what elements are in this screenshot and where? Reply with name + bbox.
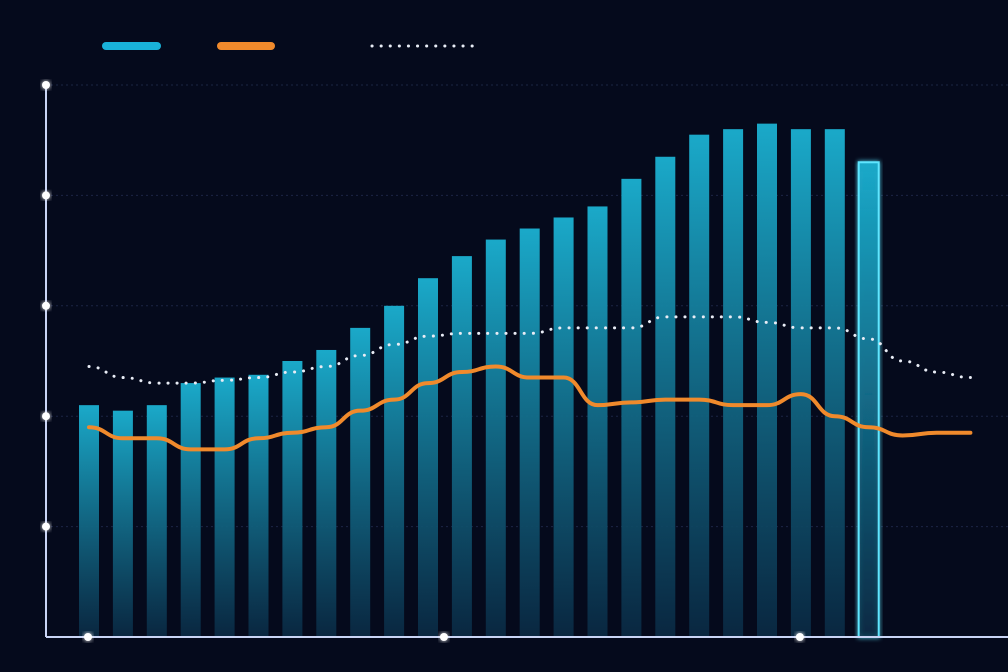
bar-5 bbox=[248, 374, 269, 637]
bar-18 bbox=[689, 134, 710, 637]
line-series bbox=[87, 364, 973, 452]
bar-22 bbox=[824, 129, 845, 637]
axes bbox=[42, 81, 1008, 641]
orange-line bbox=[87, 364, 973, 452]
bar-8 bbox=[350, 327, 371, 637]
bar-10 bbox=[418, 278, 438, 637]
bar-14 bbox=[553, 217, 574, 638]
bar-20 bbox=[757, 123, 777, 637]
bar-13 bbox=[519, 228, 540, 637]
bar-16 bbox=[621, 178, 642, 637]
bar-3 bbox=[180, 383, 201, 637]
bar-highlighted bbox=[857, 161, 880, 638]
bar-0 bbox=[79, 405, 99, 637]
x-tick-dot-0 bbox=[84, 633, 92, 641]
bar-9 bbox=[384, 305, 405, 637]
bar-series bbox=[79, 123, 880, 638]
bar-2 bbox=[146, 405, 167, 637]
bar-21 bbox=[790, 129, 811, 637]
bar-19 bbox=[723, 129, 744, 637]
y-tick-dot-0 bbox=[42, 522, 50, 531]
bar-12 bbox=[485, 239, 506, 637]
y-tick-dot-2 bbox=[42, 301, 50, 310]
bar-11 bbox=[451, 256, 472, 637]
y-tick-dot-4 bbox=[42, 81, 50, 89]
bar-15 bbox=[587, 206, 608, 637]
x-tick-dot-1 bbox=[439, 633, 448, 641]
x-tick-dot-2 bbox=[795, 633, 804, 641]
bar-6 bbox=[282, 361, 303, 637]
y-tick-dot-3 bbox=[42, 191, 50, 200]
bar-1 bbox=[112, 410, 133, 637]
bar-4 bbox=[214, 377, 235, 637]
bar-17 bbox=[655, 156, 676, 637]
bar-7 bbox=[316, 349, 337, 637]
y-tick-dot-1 bbox=[42, 412, 50, 421]
